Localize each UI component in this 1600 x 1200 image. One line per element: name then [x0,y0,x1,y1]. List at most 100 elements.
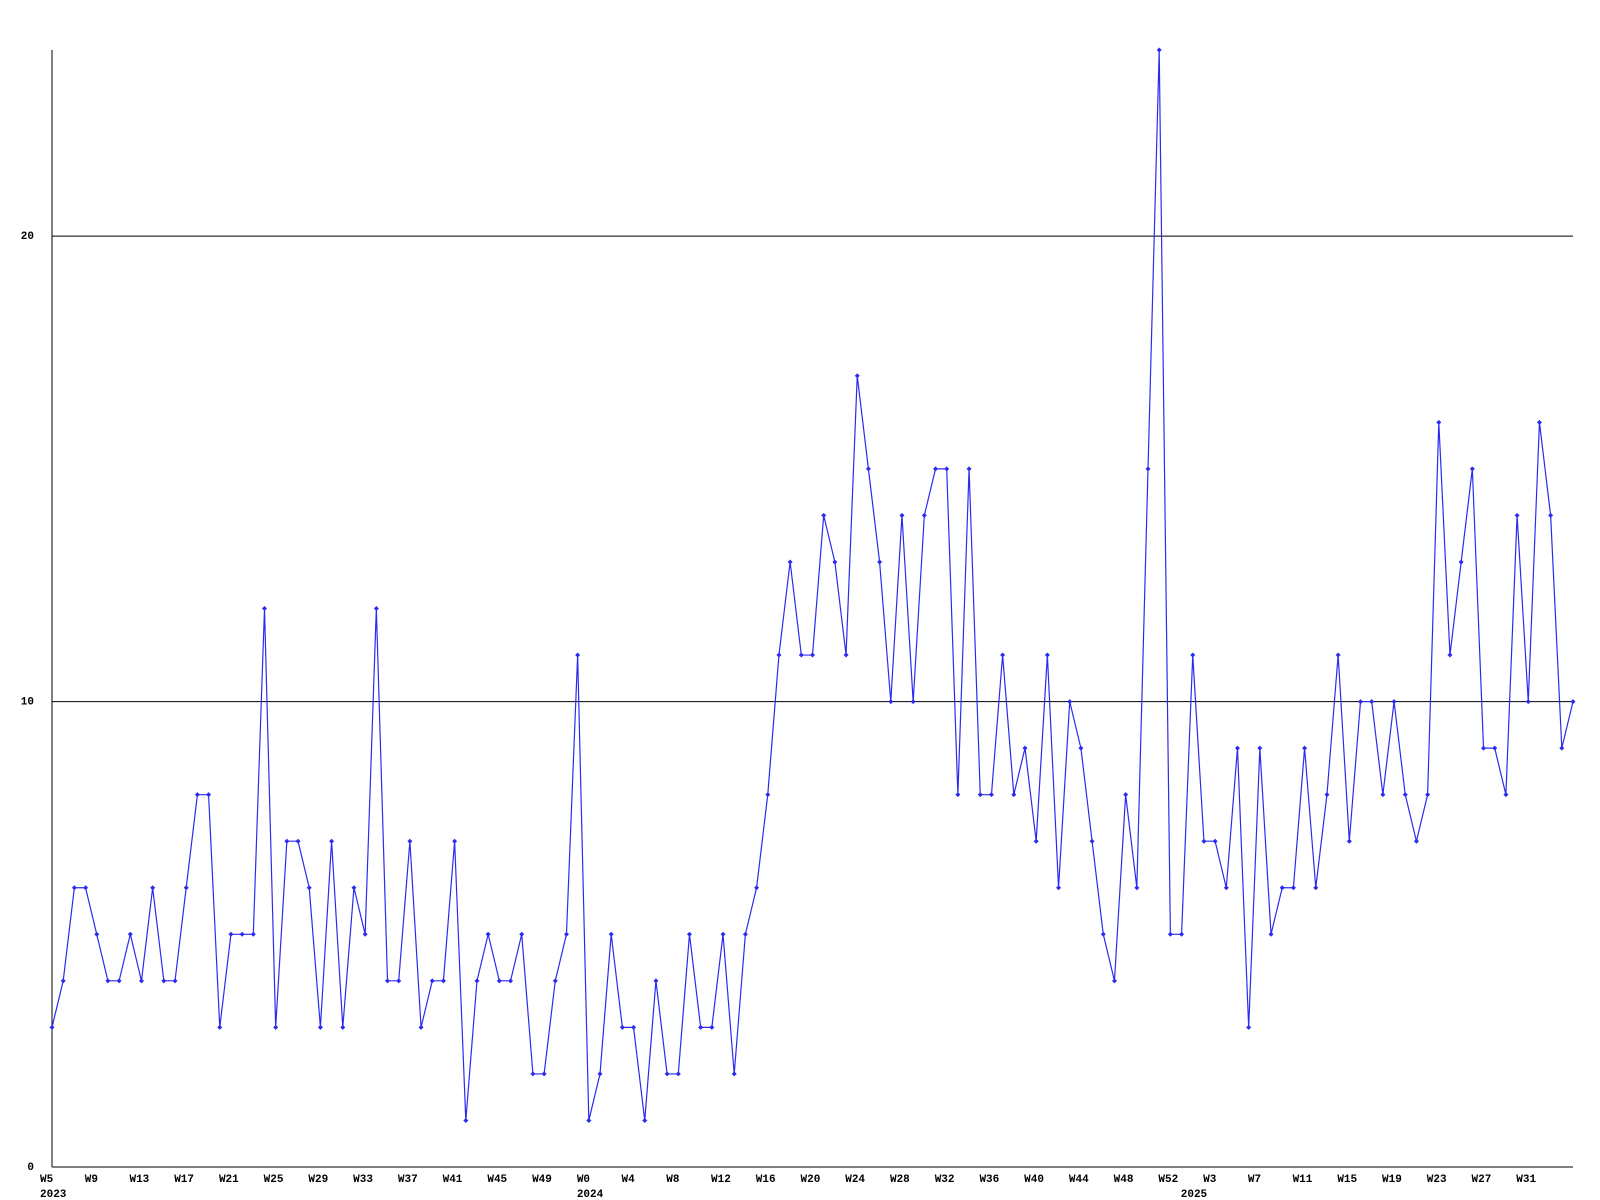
data-point [1559,745,1565,751]
data-point [1402,792,1408,798]
x-tick-label: W16 [756,1174,776,1186]
x-tick-label: W0 [577,1174,590,1186]
data-point [832,559,838,565]
data-point [1100,931,1106,937]
x-tick-label: W48 [1114,1174,1134,1186]
data-point [138,978,144,984]
data-point [1212,838,1218,844]
data-point [899,512,905,518]
x-tick-label: W52 [1158,1174,1178,1186]
data-point [586,1117,592,1123]
data-point [653,978,659,984]
data-point [1458,559,1464,565]
data-point [1346,838,1352,844]
data-point [675,1071,681,1077]
data-point [239,931,245,937]
data-point [1447,652,1453,658]
data-point [1413,838,1419,844]
data-point [1324,792,1330,798]
data-point [329,838,335,844]
x-tick-label: W21 [219,1174,239,1186]
year-label: 2023 [40,1189,67,1200]
data-point [317,1024,323,1030]
x-tick-label: W13 [129,1174,149,1186]
data-point [1268,931,1274,937]
data-point [1525,699,1531,705]
x-tick-label: W37 [398,1174,418,1186]
data-point [1302,745,1308,751]
x-tick-label: W15 [1337,1174,1357,1186]
data-point [1179,931,1185,937]
data-point [183,885,189,891]
data-point [944,466,950,472]
data-point [485,931,491,937]
data-point [362,931,368,937]
data-point [1000,652,1006,658]
x-tick-label: W49 [532,1174,552,1186]
data-point [731,1071,737,1077]
x-tick-label: W7 [1248,1174,1261,1186]
data-point [888,699,894,705]
data-point [1469,466,1475,472]
data-point [496,978,502,984]
data-point [250,931,256,937]
x-tick-label: W40 [1024,1174,1044,1186]
data-point [1234,745,1240,751]
data-point [698,1024,704,1030]
data-point [754,885,760,891]
data-point [854,373,860,379]
x-tick-label: W44 [1069,1174,1089,1186]
data-point [988,792,994,798]
data-point [474,978,480,984]
data-point [273,1024,279,1030]
data-point [1022,745,1028,751]
data-point [440,978,446,984]
data-point [1044,652,1050,658]
data-point [642,1117,648,1123]
y-tick-label: 20 [21,231,34,243]
data-point [552,978,558,984]
data-point [217,1024,223,1030]
data-point [1011,792,1017,798]
data-point [1111,978,1117,984]
year-label: 2025 [1181,1189,1208,1200]
data-point [284,838,290,844]
data-point [1201,838,1207,844]
data-point [1190,652,1196,658]
data-point [1033,838,1039,844]
data-point [933,466,939,472]
data-point [150,885,156,891]
data-point [60,978,66,984]
x-tick-label: W33 [353,1174,373,1186]
data-point [161,978,167,984]
data-point [508,978,514,984]
data-point [776,652,782,658]
data-point [452,838,458,844]
data-point [396,978,402,984]
data-point [1503,792,1509,798]
x-tick-label: W12 [711,1174,731,1186]
data-point [608,931,614,937]
data-point [1223,885,1229,891]
x-tick-label: W29 [308,1174,328,1186]
data-point [787,559,793,565]
data-point [1145,466,1151,472]
data-point [1425,792,1431,798]
data-point [563,931,569,937]
data-point [1313,885,1319,891]
data-point [810,652,815,658]
data-point [977,792,983,798]
data-point [228,931,234,937]
data-point [1335,652,1341,658]
data-point [418,1024,424,1030]
data-point [575,652,581,658]
x-tick-label: W8 [666,1174,680,1186]
year-label: 2024 [577,1189,604,1200]
x-tick-label: W5 [40,1174,54,1186]
data-point [1134,885,1140,891]
data-point [720,931,726,937]
data-point [798,652,804,658]
data-point [1078,745,1084,751]
data-point [1548,512,1554,518]
x-tick-label: W32 [935,1174,955,1186]
